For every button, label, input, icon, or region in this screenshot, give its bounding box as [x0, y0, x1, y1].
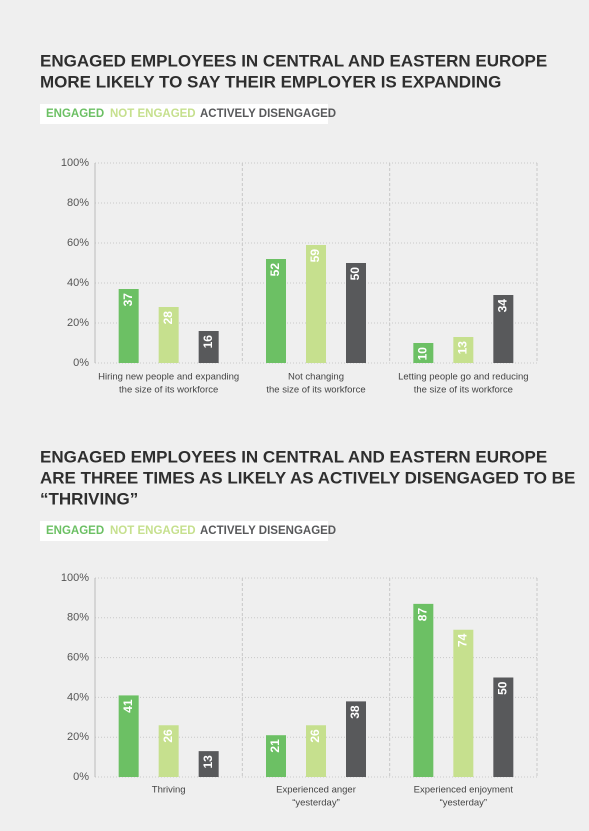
legend-box	[40, 104, 328, 124]
x-tick-label: Experienced enjoyment	[414, 785, 514, 796]
value-label: 26	[308, 729, 322, 743]
bar	[493, 295, 514, 363]
value-label: 59	[308, 249, 322, 263]
y-tick-label: 80%	[67, 197, 89, 209]
x-tick-label: Not changing	[288, 372, 344, 383]
x-tick-label: “yesterday”	[440, 798, 488, 809]
value-label: 28	[161, 311, 175, 325]
bar	[118, 289, 139, 363]
bar	[198, 751, 219, 777]
legend-entry: NOT ENGAGED	[110, 108, 196, 120]
bar	[346, 263, 366, 363]
value-label: 52	[268, 263, 282, 277]
bar	[453, 337, 474, 363]
y-tick-label: 100%	[61, 157, 89, 169]
value-label: 21	[268, 739, 282, 753]
legend-entry: ENGAGED	[46, 108, 104, 120]
x-tick-label: the size of its workforce	[266, 385, 365, 396]
y-tick-label: 100%	[61, 572, 89, 584]
value-label: 50	[496, 681, 510, 695]
value-label: 26	[161, 729, 175, 743]
bar	[118, 695, 139, 777]
y-tick-label: 40%	[67, 277, 89, 289]
chart-title: ENGAGED EMPLOYEES IN CENTRAL AND EASTERN…	[40, 447, 547, 466]
x-tick-label: Hiring new people and expanding	[98, 372, 239, 383]
x-tick-label: Experienced anger	[276, 785, 356, 796]
y-tick-label: 20%	[67, 731, 89, 743]
legend-entry: NOT ENGAGED	[110, 525, 196, 537]
value-label: 13	[201, 755, 215, 769]
value-label: 87	[416, 608, 430, 622]
value-label: 38	[348, 705, 362, 719]
bar	[266, 259, 286, 363]
chart-title: ARE THREE TIMES AS LIKELY AS ACTIVELY DI…	[40, 468, 575, 487]
bar	[493, 677, 514, 777]
y-tick-label: 80%	[67, 612, 89, 624]
bar	[158, 725, 179, 777]
x-tick-label: the size of its workforce	[119, 385, 218, 396]
value-label: 50	[348, 267, 362, 281]
bar	[198, 331, 219, 363]
bar	[413, 603, 434, 777]
bar	[266, 735, 286, 777]
value-label: 34	[496, 299, 510, 313]
chart-title: ENGAGED EMPLOYEES IN CENTRAL AND EASTERN…	[40, 51, 547, 70]
bar	[413, 343, 434, 363]
chart-title: “THRIVING”	[40, 489, 138, 508]
bar	[306, 725, 326, 777]
value-label: 41	[121, 699, 135, 713]
y-tick-label: 0%	[73, 357, 89, 369]
y-tick-label: 40%	[67, 691, 89, 703]
x-tick-label: Letting people go and reducing	[398, 372, 528, 383]
y-tick-label: 20%	[67, 317, 89, 329]
value-label: 16	[201, 335, 215, 349]
chart-title: MORE LIKELY TO SAY THEIR EMPLOYER IS EXP…	[40, 72, 501, 91]
value-label: 37	[121, 293, 135, 307]
legend-entry: ENGAGED	[46, 525, 104, 537]
bar	[453, 629, 474, 777]
y-tick-label: 60%	[67, 652, 89, 664]
x-tick-label: “yesterday”	[292, 798, 340, 809]
bar	[158, 307, 179, 363]
y-tick-label: 0%	[73, 771, 89, 783]
x-tick-label: the size of its workforce	[414, 385, 513, 396]
legend-entry: ACTIVELY DISENGAGED	[200, 108, 336, 120]
bar	[306, 245, 326, 363]
value-label: 10	[416, 347, 430, 361]
bar	[346, 701, 366, 777]
x-tick-label: Thriving	[152, 785, 186, 796]
legend-entry: ACTIVELY DISENGAGED	[200, 525, 336, 537]
value-label: 13	[456, 341, 470, 355]
value-label: 74	[456, 633, 470, 647]
legend-box	[40, 521, 328, 541]
y-tick-label: 60%	[67, 237, 89, 249]
